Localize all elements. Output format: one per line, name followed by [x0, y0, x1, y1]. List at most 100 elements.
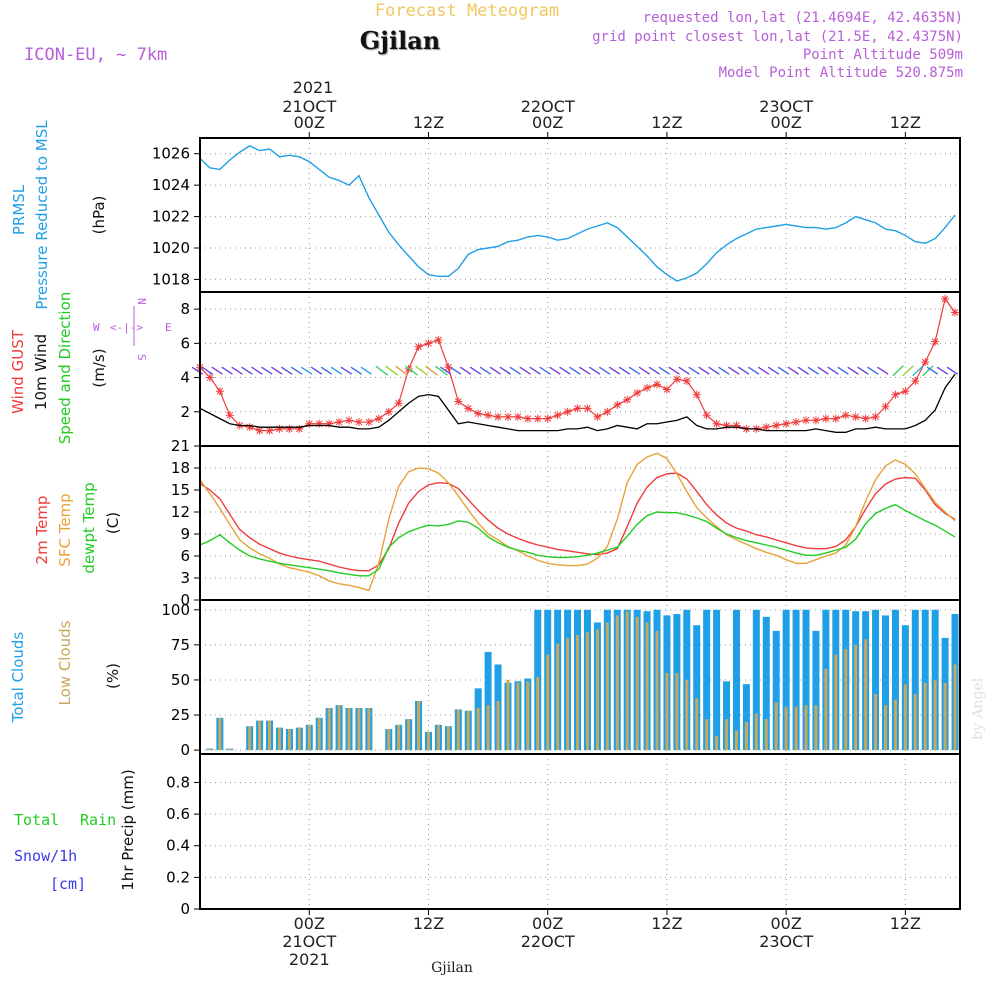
wind-arrow: [618, 366, 631, 375]
wind-gust-point: [543, 414, 552, 423]
y-tick-label: 6: [180, 334, 190, 352]
compass-w-arrow: <-|->: [110, 321, 143, 334]
y-tick-label: 4: [180, 369, 190, 387]
wind-arrow: [708, 366, 720, 375]
cloud-low-bar: [407, 719, 411, 751]
wind-gust-point: [484, 411, 493, 420]
wind-arrow: [479, 366, 492, 375]
wind-arrow: [281, 366, 293, 375]
wind-arrow: [728, 366, 740, 375]
wind-gust-point: [712, 419, 721, 428]
wind-arrow: [628, 366, 641, 375]
wind-gust-point: [315, 419, 324, 428]
cloud-low-bar: [268, 720, 272, 751]
wind-arrow: [747, 366, 760, 375]
clouds-total-label: Total Clouds: [9, 632, 27, 724]
cloud-low-bar: [615, 615, 619, 751]
footer-location: Gjilan: [431, 960, 473, 976]
wind-gust-point: [494, 412, 503, 421]
cloud-low-bar: [605, 622, 609, 751]
top-time-label: 00Z: [294, 113, 325, 132]
wind-gust-point: [325, 419, 334, 428]
top-time-label: 21OCT: [282, 97, 336, 116]
wind-arrow: [902, 365, 914, 377]
cloud-low-bar: [277, 727, 281, 751]
wind-gust-point: [702, 411, 711, 420]
wind-arrow: [559, 366, 571, 375]
wind-gust-point: [931, 337, 940, 346]
precip-unit: 1hr Precip (mm): [119, 769, 137, 890]
wind-gust-point: [802, 416, 811, 425]
wind-arrow: [499, 366, 512, 375]
cloud-low-bar: [248, 726, 252, 751]
model-name: ICON-EU, ~ 7km: [24, 45, 167, 65]
cloud-low-bar: [367, 707, 371, 751]
cloud-low-bar: [913, 693, 917, 751]
cloud-low-bar: [635, 616, 639, 751]
clouds-unit: (%): [104, 663, 122, 689]
wind-gust-point: [941, 294, 950, 303]
temp-sfc-label: SFC Temp: [56, 493, 74, 566]
cloud-low-bar: [595, 629, 599, 751]
wind-arrow: [241, 366, 253, 375]
wind-gust-point: [553, 411, 562, 420]
compass-s: S: [135, 354, 148, 361]
bottom-time-label: 12Z: [890, 914, 921, 933]
wind-arrow: [892, 365, 904, 377]
wind-gust-point: [255, 426, 264, 435]
y-tick-label: 15: [171, 481, 190, 499]
wind-arrow: [668, 366, 680, 375]
pressure-label-desc: Pressure Reduced to MSL: [33, 120, 51, 310]
cloud-low-bar: [208, 748, 212, 751]
wind-gust-point: [891, 390, 900, 399]
wind-arrow: [459, 366, 472, 375]
wind-arrow: [251, 366, 263, 375]
bottom-time-label: 00Z: [294, 914, 325, 933]
wind-arrow: [271, 366, 283, 375]
wind-arrow: [847, 366, 859, 375]
bottom-time-label: 21OCT: [282, 932, 336, 951]
wind-arrow: [449, 366, 462, 375]
y-tick-label: 12: [171, 503, 190, 521]
point-altitude: Point Altitude 509m: [803, 47, 963, 63]
y-tick-label: 8: [180, 300, 190, 318]
wind-gust-point: [474, 409, 483, 418]
cloud-low-bar: [715, 736, 719, 751]
top-time-label: 00Z: [770, 113, 801, 132]
wind-arrow: [360, 366, 372, 375]
bottom-time-label: 23OCT: [759, 932, 813, 951]
cloud-low-bar: [417, 700, 421, 751]
wind-arrow: [469, 366, 482, 375]
wind-arrow: [922, 365, 934, 377]
wind-10m-line: [199, 373, 956, 433]
top-time-label: 12Z: [651, 113, 682, 132]
cloud-total-bar: [782, 609, 790, 751]
bottom-time-label: 00Z: [770, 914, 801, 933]
cloud-total-bar: [713, 609, 721, 751]
wind-arrow: [435, 365, 448, 376]
cloud-low-bar: [854, 644, 858, 751]
wind-arrow: [320, 366, 333, 375]
cloud-low-bar: [695, 698, 699, 751]
wind-arrow: [837, 366, 849, 375]
wind-arrow: [395, 365, 409, 376]
cloud-low-bar: [834, 654, 838, 751]
panel-precip: 0 0.2 0.4 0.6 0.8: [166, 753, 961, 918]
wind-arrow: [350, 366, 363, 375]
temp-2m-label: 2m Temp: [33, 496, 51, 565]
wind-gust-point: [295, 424, 304, 433]
cloud-low-bar: [675, 672, 679, 751]
cloud-low-bar: [844, 649, 848, 751]
cloud-low-bar: [496, 700, 500, 751]
cloud-total-bar: [484, 651, 492, 751]
y-tick-label: 1024: [152, 176, 190, 194]
top-year-label: 2021: [293, 78, 334, 97]
wind-gust-point: [652, 380, 661, 389]
wind-arrow: [211, 366, 223, 375]
cloud-low-bar: [536, 677, 540, 751]
cloud-low-bar: [814, 705, 818, 751]
cloud-low-bar: [744, 722, 748, 751]
cloud-total-bar: [881, 615, 889, 751]
watermark: by Angel: [970, 677, 986, 740]
